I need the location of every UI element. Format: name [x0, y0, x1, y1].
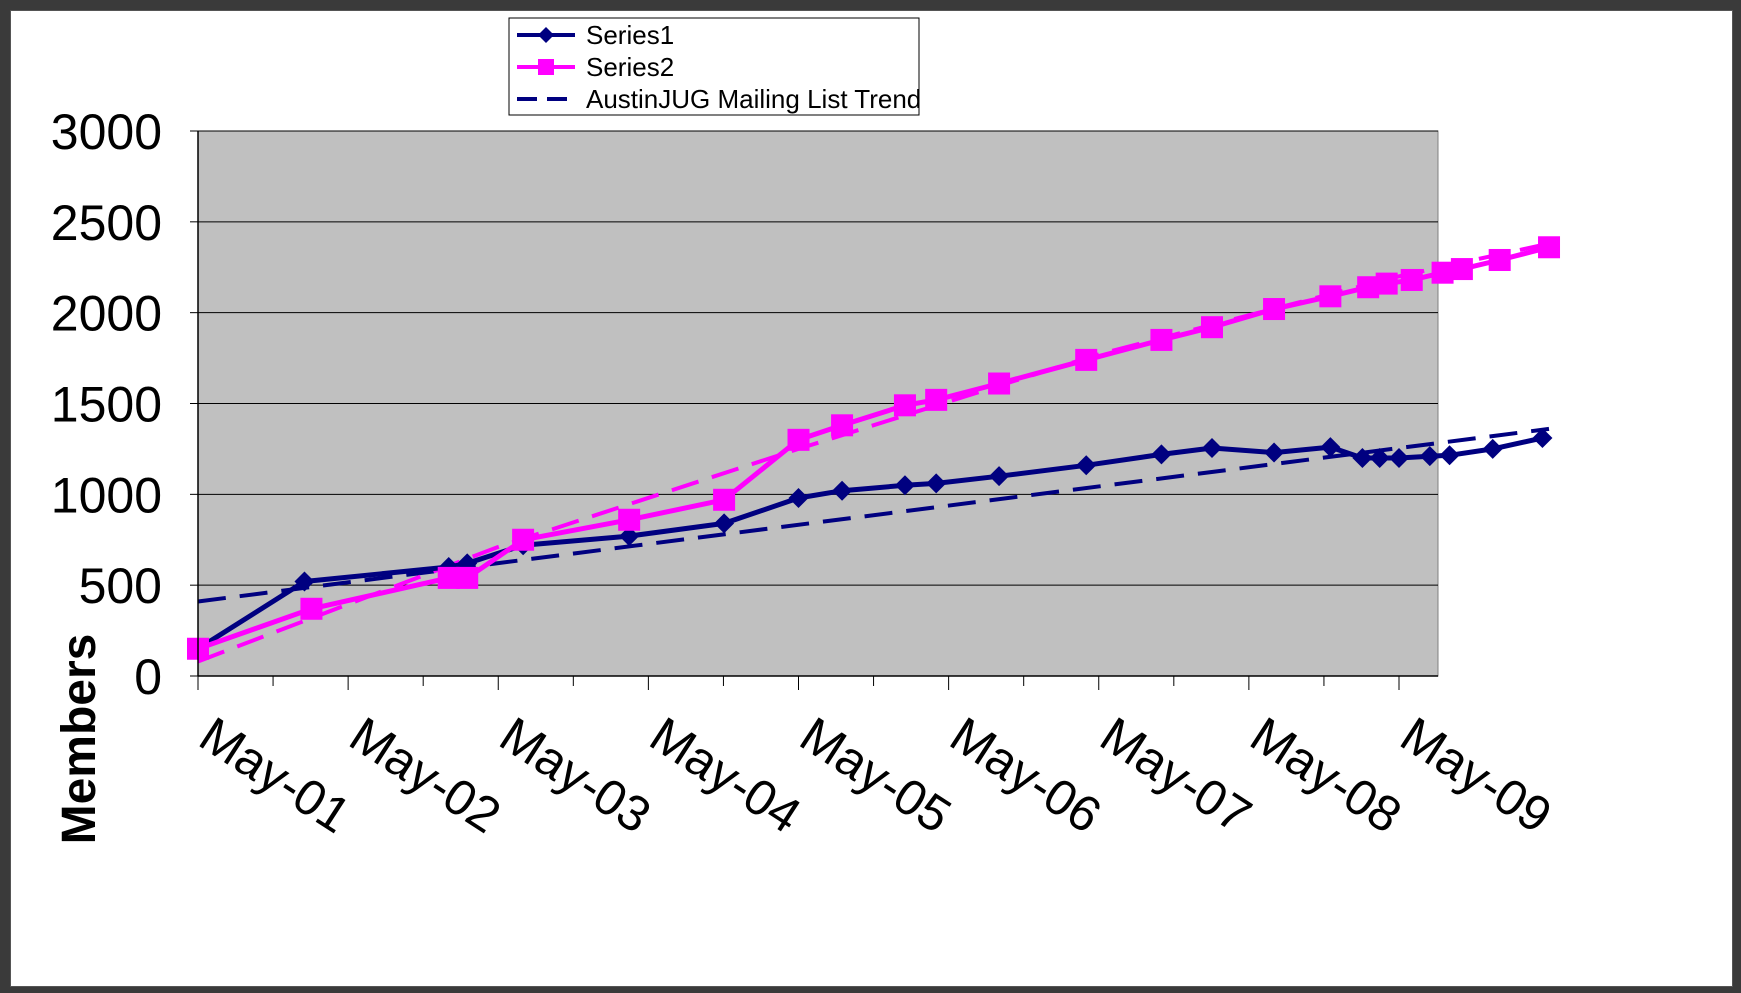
x-tick-label: May-08: [1241, 706, 1411, 844]
data-point: [1450, 258, 1473, 281]
y-tick-label: 2000: [51, 286, 162, 342]
data-point: [1439, 445, 1460, 466]
data-point: [832, 480, 853, 501]
data-point: [989, 466, 1010, 487]
x-tick-label: May-02: [340, 706, 510, 844]
data-point: [456, 566, 479, 589]
y-tick-label: 3000: [51, 104, 162, 160]
series-lines: [187, 236, 1561, 660]
data-point: [1488, 248, 1511, 271]
data-point: [300, 597, 323, 620]
data-point: [1538, 236, 1561, 259]
data-point: [714, 513, 735, 534]
data-point: [1151, 444, 1172, 465]
data-point: [831, 414, 854, 437]
data-point: [1400, 268, 1423, 291]
data-point: [893, 394, 916, 417]
data-point: [294, 571, 315, 592]
data-point: [787, 428, 810, 451]
data-point: [1419, 446, 1440, 467]
y-axis-title: Members: [53, 634, 106, 845]
y-tick-label: 500: [79, 558, 162, 614]
legend-item-series2: Series2: [517, 52, 674, 82]
data-point: [1532, 428, 1553, 449]
data-point: [1320, 437, 1341, 458]
x-tick-label: May-09: [1391, 706, 1561, 844]
x-tick-label: May-03: [490, 706, 660, 844]
data-point: [1482, 438, 1503, 459]
legend-item-trend: AustinJUG Mailing List Trend: [517, 84, 921, 114]
legend-label-series2: Series2: [586, 52, 674, 82]
data-point: [1319, 285, 1342, 308]
data-point: [926, 473, 947, 494]
y-tick-label: 2500: [51, 195, 162, 251]
y-tick-label: 0: [134, 649, 162, 705]
legend-box: [508, 17, 920, 116]
legend: Series1 Series2 AustinJUG Mailing List T…: [508, 17, 921, 116]
x-tick-label: May-05: [791, 706, 961, 844]
x-tick-label: May-01: [190, 706, 360, 844]
y-tick-label: 1500: [51, 377, 162, 433]
data-point: [1357, 276, 1380, 299]
data-point: [619, 526, 640, 547]
data-point: [1352, 448, 1373, 468]
x-tick-label: May-06: [941, 706, 1111, 844]
diamond-marker-icon: [538, 27, 554, 43]
grid-lines: [190, 130, 1438, 677]
data-point: [894, 475, 915, 496]
x-tick-label: May-04: [640, 706, 810, 844]
data-point: [618, 508, 641, 531]
data-point: [1264, 442, 1285, 463]
data-point: [1375, 272, 1398, 295]
legend-item-series1: Series1: [517, 20, 674, 50]
chart-frame: 0 500 1000 1500 2000 2500 3000 May-01 May-02 May…: [10, 10, 1733, 987]
data-point: [1076, 455, 1097, 476]
data-point: [1201, 438, 1222, 459]
axes: [197, 131, 1438, 690]
data-point: [437, 566, 460, 589]
y-tick-label: 1000: [51, 467, 162, 523]
x-tick-label: May-07: [1091, 706, 1261, 844]
data-point: [1200, 316, 1223, 339]
y-tick-labels: 0 500 1000 1500 2000 2500 3000: [51, 104, 162, 705]
data-point: [988, 372, 1011, 395]
data-point: [1369, 448, 1390, 468]
data-point: [713, 488, 736, 511]
data-point: [1263, 298, 1286, 321]
data-point: [512, 528, 535, 551]
data-point: [925, 388, 948, 411]
data-point: [1075, 348, 1098, 371]
data-point: [788, 487, 809, 508]
legend-label-series1: Series1: [586, 20, 674, 50]
square-marker-icon: [538, 59, 554, 75]
data-point: [1150, 328, 1173, 351]
data-point: [1389, 448, 1409, 468]
data-point: [1431, 261, 1454, 284]
legend-label-trend: AustinJUG Mailing List Trend: [586, 84, 921, 114]
x-tick-labels: May-01May-02May-03May-04May-05May-06May-…: [190, 706, 1561, 844]
trendline-0: [197, 426, 1550, 604]
